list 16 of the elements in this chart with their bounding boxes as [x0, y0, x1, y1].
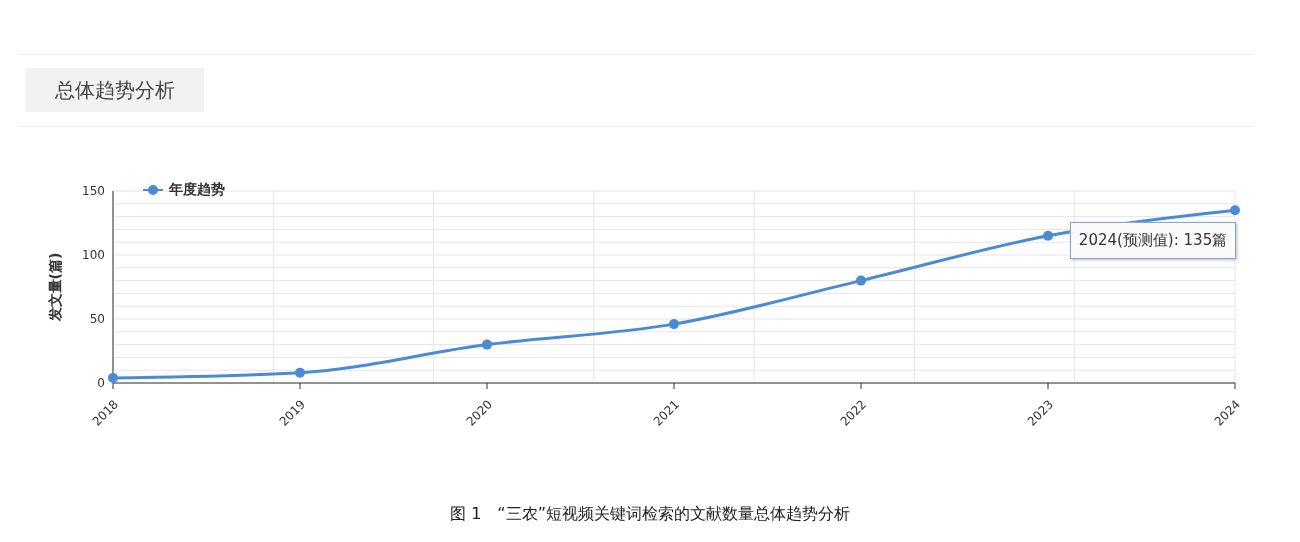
point — [1043, 230, 1053, 241]
y-axis-title: 发文量(篇) — [46, 252, 63, 323]
y-tick-label: 100 — [82, 248, 105, 263]
point — [856, 275, 866, 286]
point — [295, 367, 305, 378]
point — [1230, 205, 1240, 216]
legend-label: 年度趋势 — [168, 181, 225, 199]
y-tick-label: 50 — [89, 312, 105, 327]
point — [108, 372, 118, 383]
y-tick-label: 150 — [82, 184, 105, 199]
annotation: 2024(预测值): 135篇 — [1069, 222, 1237, 259]
chart-title: 总体趋势分析 — [26, 68, 204, 112]
caption: 图 1 “三农”短视频关键词检索的文献数量总体趋势分析 — [449, 504, 851, 525]
y-tick-label: 0 — [97, 376, 105, 391]
point — [482, 339, 492, 350]
point — [669, 319, 679, 330]
